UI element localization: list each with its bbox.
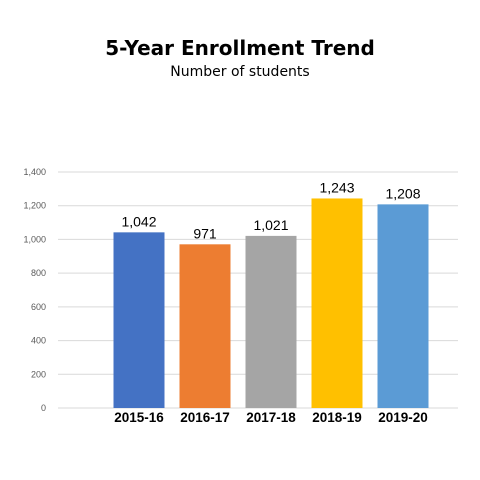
- y-tick-label: 0: [41, 403, 46, 413]
- y-tick-label: 1,000: [23, 234, 46, 244]
- x-axis-ticks: 2015-16 2016-17 2017-18 2018-19 2019-20: [114, 410, 428, 425]
- x-tick-label: 2015-16: [114, 410, 164, 425]
- y-tick-label: 600: [31, 302, 46, 312]
- bar: [245, 235, 297, 408]
- data-label: 1,021: [253, 217, 288, 233]
- y-tick-label: 400: [31, 336, 46, 346]
- data-label: 1,042: [121, 213, 156, 229]
- y-axis-ticks: 0 200 400 600 800 1,000 1,200 1,400: [23, 167, 46, 413]
- bar: [179, 244, 231, 408]
- y-tick-label: 1,200: [23, 201, 46, 211]
- bar: [377, 204, 429, 408]
- y-tick-label: 1,400: [23, 167, 46, 177]
- data-label: 1,208: [385, 185, 420, 201]
- x-tick-label: 2018-19: [312, 410, 362, 425]
- x-tick-label: 2016-17: [180, 410, 230, 425]
- chart-subtitle: Number of students: [170, 64, 310, 80]
- bar: [311, 198, 363, 408]
- data-label: 971: [193, 225, 217, 241]
- data-label: 1,243: [319, 179, 354, 195]
- chart-title: 5-Year Enrollment Trend: [105, 36, 375, 60]
- data-labels: 1,042 971 1,021 1,243 1,208: [121, 179, 420, 241]
- y-tick-label: 800: [31, 268, 46, 278]
- bars: [113, 198, 429, 408]
- x-tick-label: 2019-20: [378, 410, 428, 425]
- x-tick-label: 2017-18: [246, 410, 296, 425]
- y-tick-label: 200: [31, 369, 46, 379]
- bar: [113, 232, 165, 408]
